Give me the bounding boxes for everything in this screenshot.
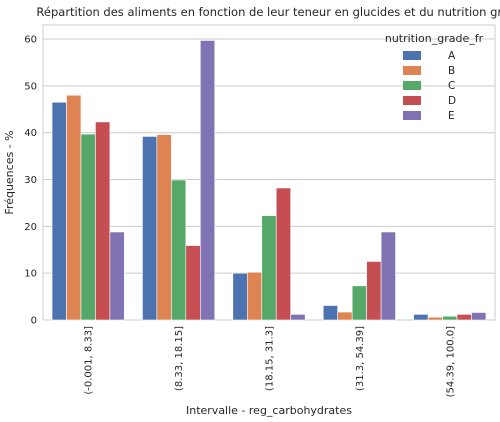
bar-A-3 — [233, 273, 247, 320]
legend-swatch-E — [403, 111, 421, 120]
bar-E-5 — [471, 313, 485, 320]
x-tick-label: (18.15, 31.3] — [265, 326, 276, 391]
legend-swatch-C — [403, 81, 421, 90]
y-axis-ticks: 0 10 20 30 40 50 60 — [24, 35, 37, 327]
bar-B-2 — [157, 135, 171, 320]
legend-label-D: D — [448, 95, 456, 107]
bar-A-2 — [142, 136, 156, 320]
bar-C-1 — [81, 134, 95, 320]
bar-C-2 — [171, 180, 185, 320]
bar-A-4 — [323, 305, 337, 320]
x-tick-label: (8.33, 18.15] — [174, 326, 185, 391]
bar-C-3 — [262, 216, 276, 320]
bar-D-4 — [367, 261, 381, 320]
bar-E-3 — [291, 314, 305, 320]
bar-D-2 — [186, 246, 200, 320]
bar-E-1 — [110, 232, 124, 320]
legend-swatch-A — [403, 51, 421, 60]
y-tick-label: 30 — [24, 175, 37, 186]
x-tick-label: (31.3, 54.39] — [355, 326, 366, 391]
y-tick-label: 20 — [24, 222, 37, 233]
x-axis-ticks: (-0.001, 8.33] (8.33, 18.15] (18.15, 31.3]… — [84, 326, 457, 398]
bar-C-4 — [352, 286, 366, 320]
bar-D-3 — [276, 188, 290, 320]
y-tick-label: 60 — [24, 35, 37, 46]
legend-swatch-D — [403, 96, 421, 105]
bar-D-5 — [457, 314, 471, 320]
bar-B-5 — [428, 317, 442, 320]
legend-label-B: B — [448, 65, 455, 77]
bar-A-1 — [52, 102, 66, 320]
bar-B-4 — [338, 312, 352, 320]
x-axis-label: Intervalle - reg_carbohydrates — [186, 404, 352, 417]
bar-A-5 — [414, 314, 428, 320]
y-axis-label: Fréquences - % — [3, 130, 16, 214]
y-tick-label: 50 — [24, 81, 37, 92]
legend-label-E: E — [448, 110, 455, 122]
bar-E-4 — [381, 232, 395, 320]
bar-B-3 — [247, 272, 261, 320]
legend-label-A: A — [448, 50, 456, 62]
x-tick-label: (54.39, 100.0] — [445, 326, 456, 398]
bar-E-2 — [200, 40, 214, 320]
legend-label-C: C — [448, 80, 455, 92]
y-tick-label: 0 — [31, 316, 37, 327]
bar-C-5 — [443, 316, 457, 320]
y-tick-label: 10 — [24, 269, 37, 280]
legend-swatch-B — [403, 66, 421, 75]
bar-B-1 — [67, 95, 81, 320]
chart-title: Répartition des aliments en fonction de … — [36, 5, 500, 19]
y-tick-label: 40 — [24, 128, 37, 139]
bar-D-1 — [95, 122, 109, 320]
legend-title: nutrition_grade_fr — [385, 32, 484, 45]
x-tick-label: (-0.001, 8.33] — [84, 326, 95, 395]
